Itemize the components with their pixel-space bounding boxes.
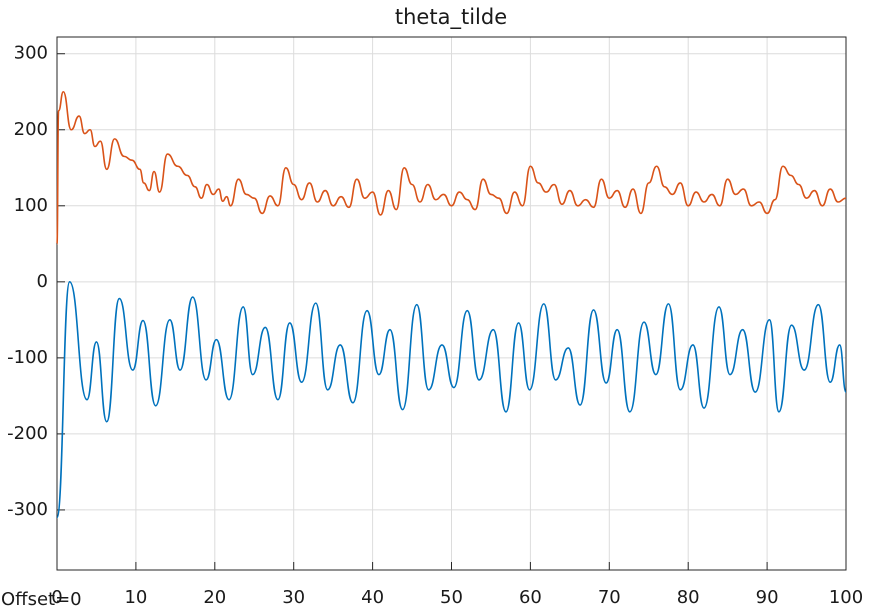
x-tick-label: 0 bbox=[51, 587, 62, 608]
x-tick-label: 90 bbox=[756, 587, 779, 608]
x-tick-label: 20 bbox=[203, 587, 226, 608]
y-tick-label: -100 bbox=[7, 347, 48, 368]
y-tick-label: -300 bbox=[7, 499, 48, 520]
chart-title: theta_tilde bbox=[395, 5, 507, 30]
x-tick-label: 60 bbox=[519, 587, 542, 608]
y-tick-label: 200 bbox=[14, 119, 48, 140]
x-tick-label: 80 bbox=[677, 587, 700, 608]
y-tick-label: 100 bbox=[14, 195, 48, 216]
x-tick-label: 40 bbox=[361, 587, 384, 608]
offset-label: Offset=0 bbox=[1, 589, 82, 610]
y-tick-label: -200 bbox=[7, 423, 48, 444]
y-tick-label: 300 bbox=[14, 43, 48, 64]
x-tick-label: 70 bbox=[598, 587, 621, 608]
x-tick-label: 30 bbox=[282, 587, 305, 608]
x-tick-label: 10 bbox=[124, 587, 147, 608]
data-line bbox=[56, 90, 847, 245]
plot-frame bbox=[56, 36, 847, 571]
x-tick-label: 100 bbox=[829, 587, 863, 608]
x-tick-label: 50 bbox=[440, 587, 463, 608]
data-line bbox=[56, 281, 847, 519]
y-tick-label: 0 bbox=[37, 271, 48, 292]
